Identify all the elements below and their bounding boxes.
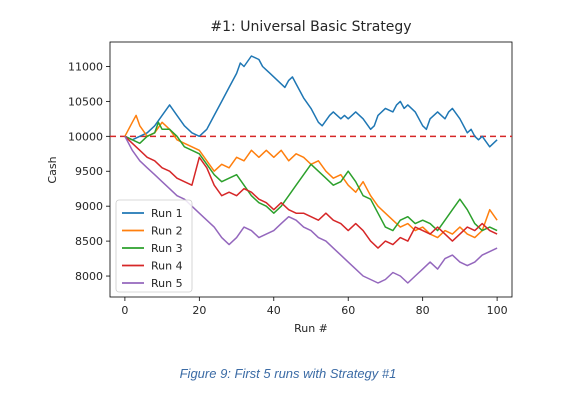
y-tick-label: 8000 bbox=[75, 270, 103, 283]
chart-title: #1: Universal Basic Strategy bbox=[210, 19, 411, 35]
chart-figure: #1: Universal Basic Strategy 0 20 40 60 80 10… bbox=[46, 19, 513, 335]
x-tick-label: 60 bbox=[341, 304, 355, 317]
x-axis-label: Run # bbox=[294, 322, 328, 335]
y-tick-label: 10500 bbox=[68, 95, 103, 108]
legend-box bbox=[115, 199, 193, 293]
legend-label: Run 1 bbox=[151, 207, 183, 220]
x-tick-label: 40 bbox=[267, 304, 281, 317]
legend: Run 1 Run 2 Run 3 Run 4 Run 5 bbox=[115, 199, 193, 293]
x-tick-label: 0 bbox=[121, 304, 128, 317]
y-tick-label: 11000 bbox=[68, 60, 103, 73]
x-axis-ticks: 0 20 40 60 80 100 bbox=[121, 297, 508, 317]
y-tick-label: 10000 bbox=[68, 130, 103, 143]
figure-caption: Figure 9: First 5 runs with Strategy #1 bbox=[179, 366, 397, 381]
legend-label: Run 4 bbox=[151, 260, 183, 273]
x-tick-label: 100 bbox=[487, 304, 508, 317]
legend-label: Run 3 bbox=[151, 242, 183, 255]
y-tick-label: 9500 bbox=[75, 165, 103, 178]
y-tick-label: 9000 bbox=[75, 200, 103, 213]
y-axis-ticks: 8000 8500 9000 9500 10000 10500 11000 bbox=[68, 60, 110, 283]
legend-label: Run 5 bbox=[151, 277, 183, 290]
x-tick-label: 80 bbox=[416, 304, 430, 317]
y-axis-label: Cash bbox=[46, 156, 59, 183]
y-tick-label: 8500 bbox=[75, 235, 103, 248]
legend-label: Run 2 bbox=[151, 225, 183, 238]
series-line-run-3 bbox=[124, 121, 498, 232]
series-line-run-4 bbox=[124, 135, 498, 249]
series-line-run-1 bbox=[124, 55, 498, 148]
series-lines bbox=[124, 55, 498, 284]
x-tick-label: 20 bbox=[192, 304, 206, 317]
